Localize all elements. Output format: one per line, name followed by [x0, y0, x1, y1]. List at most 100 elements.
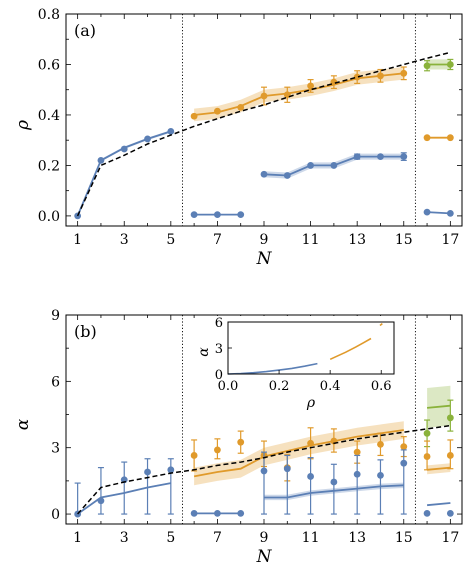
inset-y-tick-label: 6 — [215, 316, 223, 331]
panel-a-y-tick-label: 0.4 — [38, 108, 60, 124]
panel-b-series-orange-1-band — [194, 421, 404, 486]
inset-y-tick-label: 3 — [215, 342, 223, 357]
panel-b-series-blue-3-point — [377, 471, 384, 479]
panel-a-y-tick-label: 0.6 — [38, 57, 60, 73]
panel-b-series-blue-2-point — [237, 509, 245, 517]
panel-a-panel-label: (a) — [74, 21, 96, 40]
panel-b-series-orange-1-point — [353, 448, 361, 456]
panel-a-x-tick-label: 11 — [302, 232, 320, 248]
panel-a-series-blue-0-point — [120, 145, 128, 153]
panel-a-series-orange-1-point — [190, 112, 198, 120]
panel-b-series-orange-5-point — [446, 452, 454, 459]
panel-b-plot-area — [74, 315, 454, 524]
panel-a-series-orange-1-point — [377, 72, 384, 80]
panel-b-x-tick-label: 3 — [120, 530, 129, 546]
panel-b-series-blue-0-point — [120, 476, 128, 484]
panel-a-x-tick-label: 13 — [348, 232, 366, 248]
panel-b-series-blue-2-point — [214, 509, 221, 517]
panel-a-x-tick-label: 17 — [441, 232, 459, 248]
panel-b-series-orange-5 — [423, 439, 454, 475]
panel-a-series-orange-1-point — [214, 107, 221, 115]
panel-b-series-blue-6-line — [427, 502, 451, 507]
panel-b-series-blue-3-point — [353, 470, 361, 478]
panel-a-frame — [65, 13, 463, 227]
panel-b-series-green-4-point — [446, 414, 454, 422]
panel-a-x-tick-label: 15 — [395, 232, 413, 248]
panel-a-series-orange-1-line — [194, 72, 404, 116]
inset-series-orange-1 — [329, 337, 372, 361]
inset-series-orange-2 — [379, 321, 385, 327]
panel-a-series-orange-1-point — [307, 82, 314, 90]
panel-a-series-blue-3-point — [377, 153, 384, 160]
panel-a-series-orange-1-point — [260, 92, 268, 100]
panel-a-series-blue-2-point — [190, 211, 198, 219]
panel-a-series-green-4-point — [446, 61, 454, 68]
panel-b-series-blue-6-point — [446, 509, 454, 517]
panel-b-x-tick-label: 11 — [302, 530, 320, 546]
panel-b-series-blue-6-point — [423, 509, 431, 517]
panel-b-y-tick-label: 0 — [51, 507, 60, 523]
panel-a-series-orange-1-point — [400, 69, 408, 77]
panel-b-x-tick-label: 17 — [441, 530, 459, 546]
panel-a-series-blue-3-point — [260, 170, 268, 178]
panel-a-series-orange-1-point — [330, 78, 338, 86]
panel-b-panel-label: (b) — [74, 322, 97, 341]
panel-a-series-orange-5 — [423, 134, 454, 142]
inset-y-tick-label: 0 — [215, 368, 223, 383]
panel-a-plot-area — [74, 14, 454, 226]
inset-x-tick-label: 0.0 — [218, 379, 239, 394]
panel-a-x-tick-label: 3 — [120, 232, 129, 248]
panel-b-series-blue-0 — [74, 458, 175, 518]
panel-b-series-blue-6 — [423, 502, 454, 517]
panel-a-series-blue-3 — [260, 152, 408, 179]
panel-b-x-tick-label: 7 — [213, 530, 222, 546]
panel-b-series-blue-0-point — [97, 497, 105, 505]
panel-a-series-blue-3-point — [353, 153, 361, 160]
panel-a-x-axis-title: N — [256, 249, 273, 269]
panel-b-series-orange-1-point — [377, 440, 384, 448]
panel-a-series-orange-1-point — [237, 103, 245, 111]
panel-b-series-blue-3-point — [400, 459, 408, 467]
panel-a-series-blue-3-point — [283, 172, 291, 179]
panel-b-series-green-4-line — [427, 404, 451, 409]
panel-a-series-blue-6-point — [446, 209, 454, 217]
panel-a-series-orange-1-point — [353, 73, 361, 81]
panel-a-y-tick-label: 0.0 — [38, 209, 60, 225]
panel-b-series-orange-1-point — [307, 439, 314, 447]
panel-a-series-orange-5-point — [446, 134, 454, 142]
panel-b-series-blue-3-point — [260, 467, 268, 475]
panel-b-x-tick-label: 15 — [395, 530, 413, 546]
panel-b-series-blue-2-point — [190, 509, 198, 517]
panel-a-series-blue-0-band — [77, 130, 171, 218]
panel-b-reference-curve — [77, 424, 451, 515]
panel-b-series-orange-1-point — [237, 438, 245, 446]
panel-b-series-blue-0-point — [144, 468, 151, 476]
panel-a-x-tick-label: 9 — [260, 232, 269, 248]
panel-a-reference-curve — [76, 51, 451, 217]
inset-x-tick-label: 0.6 — [371, 379, 392, 394]
panel-a-y-tick-label: 0.8 — [38, 7, 60, 23]
panel-b-y-tick-label: 6 — [51, 374, 60, 390]
panel-b-x-tick-label: 1 — [73, 530, 82, 546]
panel-b-x-axis-title: N — [256, 547, 273, 567]
inset-x-axis-title: ρ — [306, 395, 316, 411]
inset-x-tick-label: 0.2 — [269, 379, 290, 394]
panel-b-series-orange-1-line — [193, 429, 404, 478]
panel-a-series-green-4-point — [423, 62, 431, 70]
panel-a-series-blue-3-point — [307, 162, 314, 169]
panel-a-series-orange-5-point — [423, 134, 431, 142]
panel-a-series-blue-3-point — [400, 153, 408, 160]
panel-b-series-blue-3-point — [307, 473, 314, 480]
panel-b-x-tick-label: 9 — [260, 530, 269, 546]
panel-a-series-blue-6-point — [423, 208, 431, 216]
panel-a: 1 3 5 7 9 11 13 15 170.00.20.40.60.8Nρ(a) — [13, 7, 463, 269]
panel-a-series-blue-2-point — [237, 211, 245, 219]
panel-a-y-axis-title: ρ — [13, 120, 33, 131]
inset-x-tick-label: 0.4 — [320, 379, 341, 394]
panel-a-series-blue-2-point — [214, 211, 221, 219]
panel-b-x-tick-label: 5 — [166, 530, 175, 546]
panel-a-series-green-4 — [423, 58, 454, 72]
panel-b-series-blue-0-point — [167, 466, 175, 474]
